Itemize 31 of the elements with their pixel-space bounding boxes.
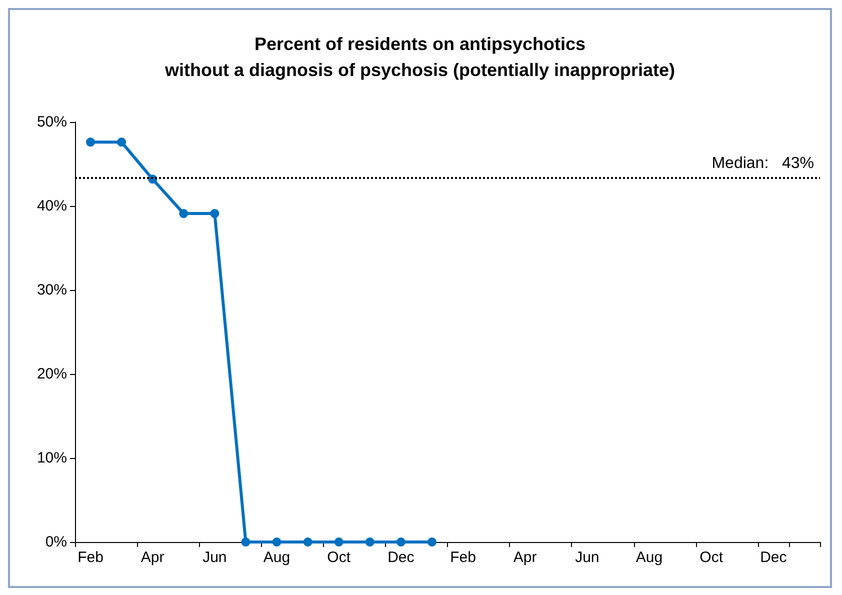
x-tick-label: Jun <box>575 549 600 566</box>
x-tick-label: Feb <box>450 549 476 566</box>
y-tick-label: 20% <box>36 366 67 382</box>
point <box>210 209 220 218</box>
x-tick-label: Oct <box>700 549 724 566</box>
x-tick-label: Dec <box>760 549 788 566</box>
x-tick-label: Aug <box>263 549 290 566</box>
x-tick-label: Jun <box>202 549 227 566</box>
point <box>365 538 374 546</box>
x-tick-label: Dec <box>388 549 415 566</box>
x-tick-label: Apr <box>140 549 164 566</box>
x-tick-label: Aug <box>636 549 663 566</box>
x-tick-label: Apr <box>513 549 537 566</box>
x-tick-label: Feb <box>78 549 104 566</box>
y-tick-label: 40% <box>36 198 67 214</box>
point <box>303 538 312 546</box>
point <box>241 538 250 546</box>
y-tick-label: 30% <box>36 282 67 298</box>
point <box>396 538 406 546</box>
point <box>179 209 188 218</box>
point <box>427 538 436 546</box>
point <box>117 138 126 147</box>
point <box>86 138 96 147</box>
y-tick-label: 10% <box>36 450 67 466</box>
ref-line-label: Median: 43% <box>712 154 814 172</box>
y-tick-label: 50% <box>36 114 67 130</box>
point <box>272 538 282 546</box>
chart-title: Percent of residents on antipsychotics without a diagnosis of psychosis (potentially inappropriate) <box>164 34 676 80</box>
x-tick-label: Oct <box>327 549 352 566</box>
point <box>334 538 344 546</box>
y-tick-label: 0% <box>45 534 67 550</box>
